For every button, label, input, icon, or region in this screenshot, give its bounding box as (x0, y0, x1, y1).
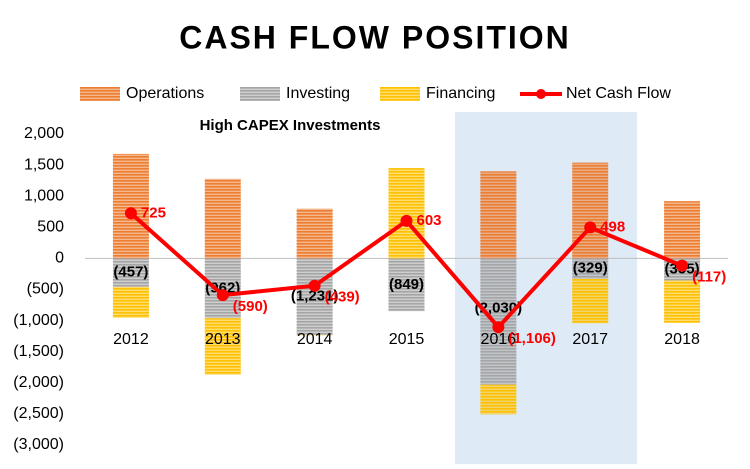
point (584, 221, 597, 234)
x-tick-label: 2018 (664, 331, 700, 348)
bar (112, 286, 149, 318)
data-label: (849) (389, 276, 424, 293)
bar (388, 168, 425, 259)
bar (204, 178, 241, 259)
bar (112, 153, 149, 259)
bar (204, 258, 241, 319)
annotation: High CAPEX Investments (200, 117, 381, 134)
bar (112, 258, 149, 287)
data-label: (1,106) (508, 330, 556, 347)
bar (572, 278, 609, 324)
point (492, 321, 505, 334)
x-tick-label: 2016 (481, 331, 517, 348)
bar (664, 201, 701, 259)
point (400, 214, 413, 227)
data-label: (1,231) (291, 288, 339, 305)
data-label: (962) (205, 279, 240, 296)
data-label: 725 (141, 204, 166, 221)
legend-label: Net Cash Flow (566, 85, 671, 102)
bar (480, 384, 517, 415)
legend-label: Financing (426, 85, 495, 102)
legend-label: Operations (126, 85, 204, 102)
y-tick-label: 500 (37, 219, 64, 236)
bar (480, 171, 517, 259)
point (124, 207, 137, 220)
y-tick-label: (3,000) (13, 436, 64, 453)
y-tick-label: (2,000) (13, 374, 64, 391)
legend-swatch (380, 87, 420, 101)
data-label: (457) (113, 264, 148, 281)
bar (204, 318, 241, 375)
point (216, 289, 229, 302)
data-label: 498 (600, 218, 625, 235)
bar (572, 258, 609, 279)
point (676, 259, 689, 272)
bar (664, 280, 701, 323)
y-tick-label: (500) (27, 281, 64, 298)
x-tick-label: 2014 (297, 331, 333, 348)
data-label: (329) (573, 260, 608, 277)
y-tick-label: 1,000 (24, 187, 64, 204)
data-label: 603 (417, 212, 442, 229)
bar (296, 258, 333, 335)
chart-title: CASH FLOW POSITION (179, 19, 571, 55)
data-label: (590) (233, 298, 268, 315)
bar (388, 258, 425, 312)
legend-marker (536, 89, 546, 99)
y-tick-label: 1,500 (24, 156, 64, 173)
data-label: (439) (325, 289, 360, 306)
point (308, 279, 321, 292)
legend-swatch (240, 87, 280, 101)
x-tick-label: 2013 (205, 331, 241, 348)
x-tick-label: 2012 (113, 331, 149, 348)
y-tick-label: 2,000 (24, 125, 64, 142)
legend-swatch (80, 87, 120, 101)
bar (296, 208, 333, 259)
x-tick-label: 2015 (389, 331, 425, 348)
x-tick-label: 2017 (572, 331, 608, 348)
y-tick-label: (1,000) (13, 312, 64, 329)
y-tick-label: 0 (55, 250, 64, 267)
legend-label: Investing (286, 85, 350, 102)
y-tick-label: (2,500) (13, 405, 64, 422)
y-tick-label: (1,500) (13, 343, 64, 360)
data-label: (117) (692, 269, 726, 286)
